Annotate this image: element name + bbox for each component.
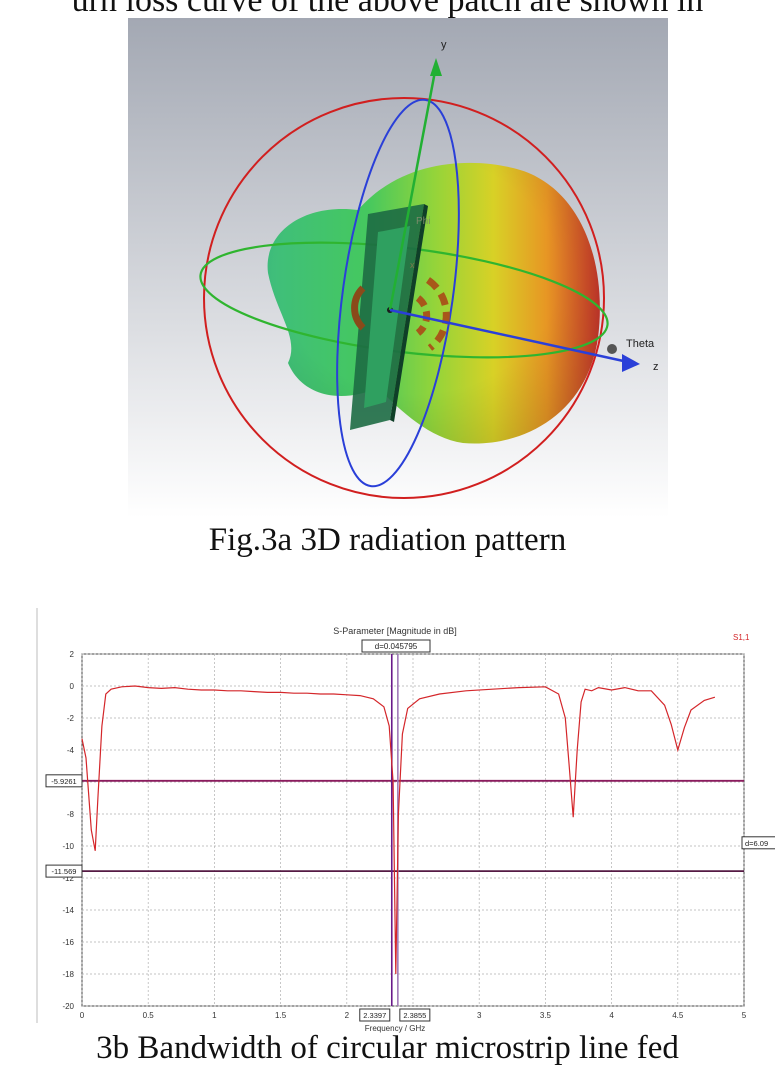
marker-vline-box — [399, 1008, 431, 1022]
z-axis-label: z — [653, 361, 659, 373]
y-tick-label: -4 — [67, 746, 75, 755]
y-tick-label: 2 — [70, 650, 75, 659]
y-tick-label: 0 — [70, 682, 75, 691]
page-text-line: urn loss curve of the above patch are sh… — [71, 0, 704, 19]
marker-vline-label: 2.3855 — [403, 1011, 426, 1020]
x-tick-label: 1 — [212, 1011, 217, 1020]
figure-3a-caption: Fig.3a 3D radiation pattern — [208, 522, 567, 558]
y-tick-label: -10 — [62, 842, 74, 851]
y-tick-label: -14 — [62, 906, 74, 915]
delta-top-box: d=0.045795 — [361, 639, 431, 653]
x-tick-label: 3 — [477, 1011, 482, 1020]
chart-title: S-Parameter [Magnitude in dB] — [333, 626, 457, 636]
phi-label: Phi — [416, 216, 430, 227]
marker-hline-box — [45, 774, 83, 788]
s-parameter-chart: 00.511.522.533.544.5520-2-4-6-8-10-12-14… — [0, 598, 775, 1038]
y-tick-label: -20 — [62, 1002, 74, 1011]
blue-theta-ellipse — [336, 98, 460, 488]
marker-hline-label: -5.9261 — [51, 777, 76, 786]
red-sphere-circle — [203, 97, 605, 499]
x-axis-label: x — [410, 260, 415, 270]
x-tick-label: 2 — [345, 1011, 350, 1020]
x-tick-label: 4 — [609, 1011, 614, 1020]
y-tick-label: -16 — [62, 938, 74, 947]
delta-right-box — [741, 836, 775, 850]
marker-hline-box — [45, 864, 83, 878]
y-tick-label: -12 — [62, 874, 74, 883]
x-tick-label: 3.5 — [540, 1011, 552, 1020]
x-tick-label: 4.5 — [672, 1011, 684, 1020]
theta-label: Theta — [626, 338, 655, 350]
y-tick-label: -8 — [67, 810, 75, 819]
y-axis-label: y — [441, 39, 447, 51]
legend-entry-s11: S1,1 — [733, 633, 750, 642]
marker-hline-label: -11.569 — [52, 867, 77, 876]
x-tick-label: 5 — [742, 1011, 747, 1020]
delta-right-label: d=6.09 — [745, 839, 768, 848]
y-tick-label: -18 — [62, 970, 74, 979]
x-tick-label: 1.5 — [275, 1011, 287, 1020]
series-line-s11 — [81, 685, 716, 975]
marker-vline-box — [359, 1008, 391, 1022]
marker-vline-label: 2.3397 — [363, 1011, 386, 1020]
x-tick-label: 0.5 — [143, 1011, 155, 1020]
y-tick-label: -2 — [67, 714, 75, 723]
delta-top-label: d=0.045795 — [375, 642, 418, 651]
figure-3b-caption: 3b Bandwidth of circular microstrip line… — [96, 1030, 679, 1066]
x-tick-label: 0 — [80, 1011, 85, 1020]
z-axis-arrow — [389, 308, 629, 364]
feed-symbol — [351, 277, 450, 351]
radiation-pattern-figure: y z x Phi Theta — [128, 18, 668, 518]
x-axis-label: Frequency / GHz — [365, 1024, 425, 1033]
y-axis-arrow — [388, 65, 438, 311]
